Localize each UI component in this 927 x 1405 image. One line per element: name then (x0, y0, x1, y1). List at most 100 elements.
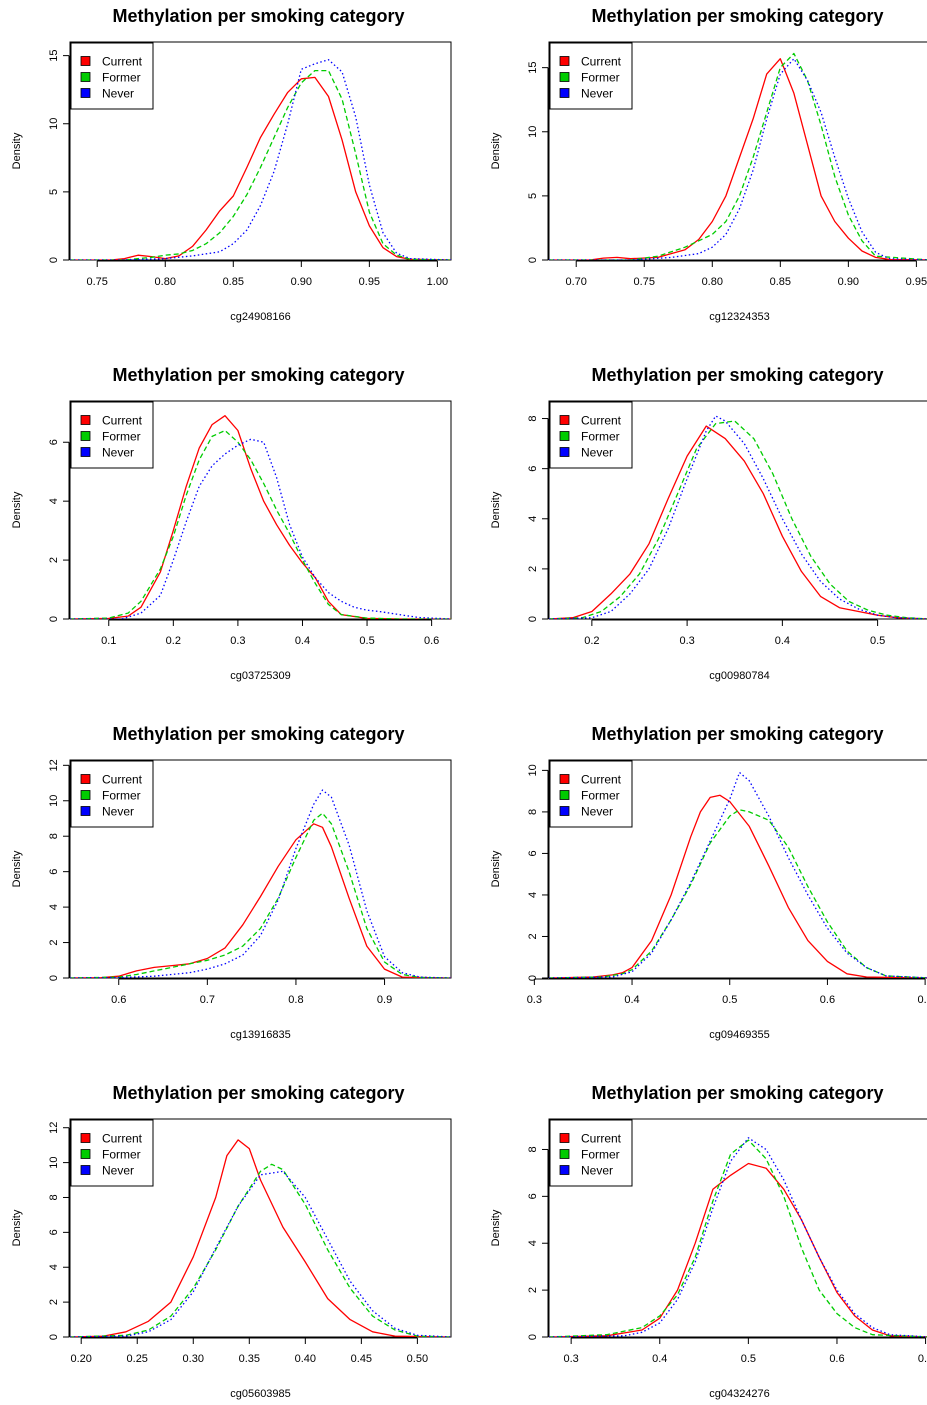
y-tick-label: 8 (527, 1146, 539, 1152)
legend: Current Former Never (70, 401, 154, 469)
x-tick-label: 0.7 (917, 994, 927, 1006)
y-axis-label: Density (490, 850, 502, 887)
x-tick-label: 0.5 (722, 994, 737, 1006)
x-tick-label: 0.4 (624, 994, 639, 1006)
x-tick-label: 0.3 (564, 1353, 579, 1365)
x-tick-label: 0.6 (829, 1353, 844, 1365)
x-tick-label: 0.40 (295, 1353, 316, 1365)
x-tick-label: 0.2 (584, 635, 599, 647)
y-tick-label: 2 (48, 557, 60, 563)
density-plot-cg03725309: Methylation per smoking category 0.1 0.2 0.… (11, 365, 452, 682)
legend-label: Former (102, 71, 141, 85)
y-tick-label: 8 (527, 415, 539, 421)
y-axis-label: Density (11, 132, 23, 169)
y-tick-label: 8 (48, 1194, 60, 1200)
x-tick-label: 0.95 (906, 276, 927, 288)
series-line-current (70, 415, 451, 619)
y-tick-label: 4 (527, 516, 539, 522)
y-tick-label: 15 (527, 62, 539, 74)
legend: Current Former Never (549, 1119, 633, 1187)
legend-swatch-current (559, 415, 570, 425)
plot-title: Methylation per smoking category (591, 365, 883, 385)
legend-label: Former (581, 789, 620, 803)
y-tick-label: 10 (48, 118, 60, 130)
plot-title: Methylation per smoking category (591, 724, 883, 744)
legend-label: Never (581, 805, 613, 819)
x-axis-label: cg00980784 (709, 670, 770, 682)
legend: Current Former Never (549, 42, 633, 110)
plot-frame (548, 1118, 927, 1338)
series-line-current (549, 425, 927, 619)
legend-swatch-current (559, 1133, 570, 1143)
x-tick-label: 0.3 (679, 635, 694, 647)
legend-swatch-never (559, 88, 570, 98)
series-line-former (70, 69, 451, 260)
y-tick-label: 6 (48, 869, 60, 875)
x-axis-label: cg09469355 (709, 1029, 770, 1041)
x-tick-label: 0.20 (70, 1353, 91, 1365)
curves (549, 1137, 927, 1337)
legend-label: Current (102, 1132, 143, 1146)
series-line-current (70, 1139, 451, 1337)
x-tick-label: 0.4 (775, 635, 790, 647)
legend: Current Former Never (70, 760, 154, 828)
y-tick-label: 4 (527, 1240, 539, 1246)
density-plot-cg04324276: Methylation per smoking category 0.3 0.4 0.… (490, 1083, 927, 1400)
legend-swatch-never (80, 447, 91, 457)
x-tick-label: 0.75 (634, 276, 655, 288)
y-tick-label: 5 (527, 193, 539, 199)
x-axis-label: cg03725309 (230, 670, 291, 682)
plot-frame (69, 41, 452, 261)
x-axis-label: cg13916835 (230, 1029, 291, 1041)
series-line-never (70, 438, 451, 619)
legend-label: Never (581, 87, 613, 101)
y-axis-label: Density (490, 491, 502, 528)
x-tick-label: 0.3 (230, 635, 245, 647)
series-line-former (70, 812, 451, 978)
y-tick-label: 6 (48, 1229, 60, 1235)
plot-title: Methylation per smoking category (112, 6, 404, 26)
series-line-never (70, 789, 451, 978)
plot-frame (548, 41, 927, 261)
legend-swatch-former (559, 1149, 570, 1159)
curves (549, 52, 927, 260)
x-axis-label: cg24908166 (230, 311, 291, 323)
legend-label: Current (102, 55, 143, 69)
x-tick-label: 1.00 (427, 276, 448, 288)
legend-swatch-former (80, 790, 91, 800)
y-tick-label: 0 (48, 975, 60, 981)
y-tick-label: 2 (527, 566, 539, 572)
legend-swatch-never (80, 1165, 91, 1175)
legend-label: Never (102, 446, 134, 460)
density-plot-cg24908166: Methylation per smoking category 0.75 0.80… (11, 6, 452, 323)
legend-label: Former (581, 1148, 620, 1162)
density-plot-cg09469355: Methylation per smoking category 0.3 0.4 0.… (490, 724, 927, 1041)
plot-frame (69, 759, 452, 979)
x-tick-label: 0.8 (288, 994, 303, 1006)
x-tick-label: 0.5 (741, 1353, 756, 1365)
y-axis-label: Density (490, 132, 502, 169)
series-line-former (549, 420, 927, 619)
x-tick-label: 0.25 (127, 1353, 148, 1365)
x-tick-label: 0.85 (223, 276, 244, 288)
x-tick-label: 0.2 (166, 635, 181, 647)
y-tick-label: 15 (48, 50, 60, 62)
series-line-current (549, 58, 927, 260)
y-tick-label: 6 (527, 850, 539, 856)
plot-title: Methylation per smoking category (112, 1083, 404, 1103)
legend-label: Former (102, 430, 141, 444)
legend-swatch-former (559, 72, 570, 82)
legend-label: Current (581, 414, 622, 428)
series-line-former (549, 52, 927, 260)
x-tick-label: 0.4 (295, 635, 310, 647)
y-tick-label: 8 (48, 833, 60, 839)
y-tick-label: 5 (48, 189, 60, 195)
legend-label: Former (102, 789, 141, 803)
legend: Current Former Never (70, 1119, 154, 1187)
legend-label: Current (102, 773, 143, 787)
x-tick-label: 0.90 (838, 276, 859, 288)
legend-label: Never (581, 1164, 613, 1178)
legend-swatch-former (559, 431, 570, 441)
x-tick-label: 0.4 (652, 1353, 667, 1365)
y-tick-label: 10 (48, 795, 60, 807)
